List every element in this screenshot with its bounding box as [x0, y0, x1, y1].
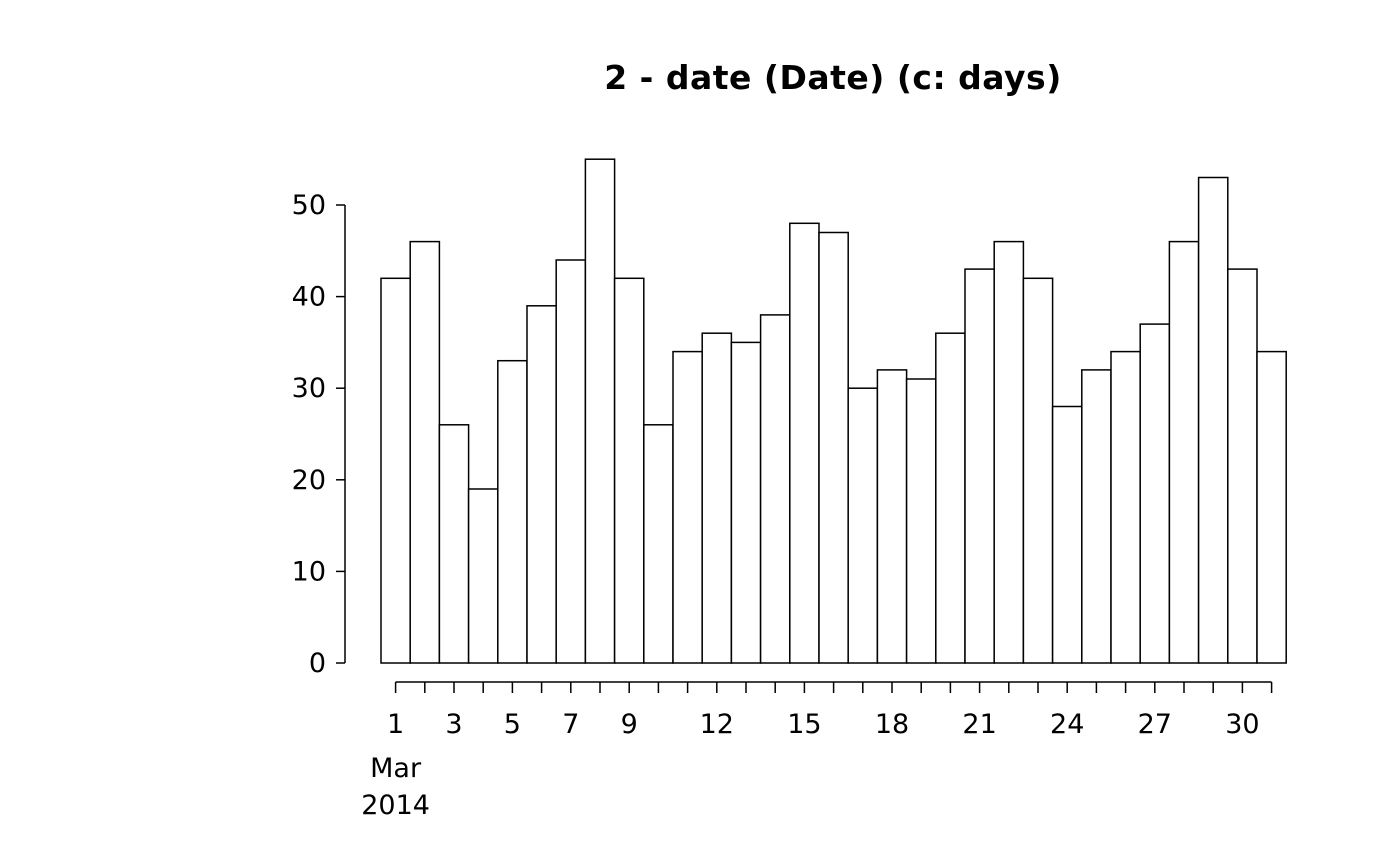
histogram-bar — [905, 378, 937, 664]
histogram-bar — [701, 332, 733, 664]
x-tick-label: 7 — [562, 709, 579, 740]
histogram-bar — [1081, 369, 1112, 664]
histogram-bar — [380, 277, 411, 664]
y-tick-label: 10 — [292, 556, 326, 587]
x-tick-label: 24 — [1050, 709, 1084, 740]
histogram-bar — [467, 488, 499, 664]
x-tick-label: 9 — [621, 709, 638, 740]
histogram-bar — [1256, 350, 1287, 664]
histogram-bar — [1139, 323, 1171, 664]
histogram-bar — [643, 424, 674, 664]
histogram-bar — [935, 332, 966, 664]
histogram-bar — [438, 424, 470, 664]
histogram-bar — [993, 240, 1025, 664]
y-tick-label: 0 — [309, 648, 326, 679]
histogram-bar — [964, 268, 995, 664]
histogram-bar — [409, 240, 441, 664]
histogram-bar — [1022, 277, 1054, 664]
histogram-bar — [497, 359, 528, 664]
histogram-bar — [1051, 405, 1083, 664]
x-tick-label: 21 — [962, 709, 996, 740]
histogram-bar — [1168, 240, 1200, 664]
x-tick-label: 5 — [504, 709, 521, 740]
histogram-bar — [730, 341, 762, 664]
chart-title: 2 - date (Date) (c: days) — [604, 58, 1062, 97]
x-axis-year-label: 2014 — [361, 790, 430, 821]
histogram-bar — [789, 222, 820, 664]
histogram-bar — [1110, 350, 1141, 664]
histogram-bar — [613, 277, 645, 664]
histogram-bar — [526, 305, 557, 664]
histogram-bar — [759, 314, 791, 664]
histogram-bar — [1197, 176, 1229, 664]
x-tick-label: 30 — [1225, 709, 1259, 740]
x-axis-month-label: Mar — [370, 753, 422, 784]
histogram-bar — [555, 259, 587, 664]
histogram-bar — [818, 231, 849, 664]
histogram-bar — [1227, 268, 1258, 664]
x-tick-label: 18 — [875, 709, 909, 740]
histogram-bar — [672, 350, 703, 664]
histogram-bar — [847, 387, 879, 664]
y-tick-label: 40 — [292, 282, 326, 313]
x-tick-label: 27 — [1138, 709, 1172, 740]
y-tick-label: 30 — [292, 373, 326, 404]
histogram-bar — [876, 369, 908, 664]
x-tick-label: 15 — [787, 709, 821, 740]
y-tick-label: 50 — [292, 190, 326, 221]
y-tick-label: 20 — [292, 465, 326, 496]
x-tick-label: 1 — [387, 709, 404, 740]
x-tick-label: 3 — [445, 709, 462, 740]
histogram-bar — [584, 158, 616, 664]
x-tick-label: 12 — [700, 709, 734, 740]
